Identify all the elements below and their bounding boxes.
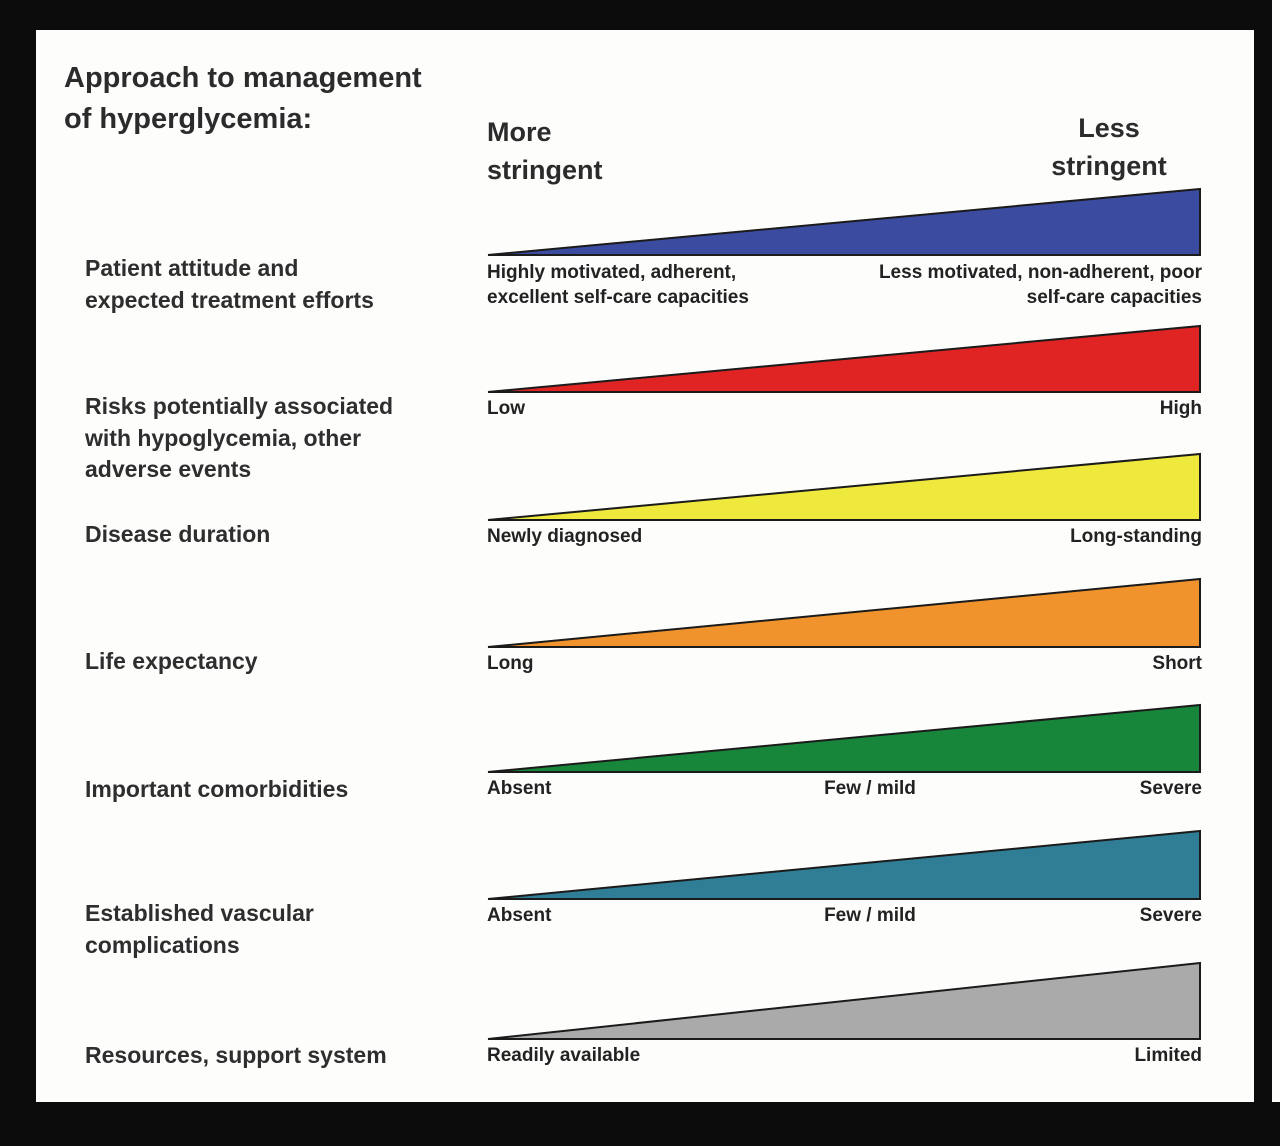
factor-label: Important comorbidities — [85, 776, 349, 802]
scale-mid-text: Few / mild — [824, 778, 916, 799]
factor-label: Patient attitude and expected treatment … — [85, 255, 374, 313]
vascular-complications-triangle — [487, 829, 1201, 900]
life-expectancy-triangle — [487, 577, 1201, 648]
frame-right-edge — [1254, 0, 1272, 1146]
scale-left-text: Long — [487, 653, 534, 674]
scale-left-text: Absent — [487, 778, 552, 799]
less-stringent-label: Less stringent — [1051, 113, 1167, 182]
frame-bottom-edge — [0, 1102, 1280, 1146]
resources-triangle — [487, 961, 1201, 1040]
more-stringent-label: More stringent — [487, 117, 603, 186]
scale-left-text: Newly diagnosed — [487, 526, 643, 547]
factor-label: Established vascular complications — [85, 900, 314, 958]
scale-left-text: Readily available — [487, 1045, 641, 1066]
scale-right-text: Long-standing — [1070, 526, 1202, 547]
frame-left-edge — [0, 0, 36, 1146]
factor-label: Risks potentially associated with hypogl… — [85, 393, 394, 483]
scale-mid-text: Few / mild — [824, 905, 916, 926]
scale-left-text: Absent — [487, 905, 552, 926]
patient-attitude-triangle — [487, 187, 1201, 256]
factor-label: Resources, support system — [85, 1042, 387, 1068]
comorbidities-triangle — [487, 703, 1201, 773]
risks-triangle — [487, 324, 1201, 393]
scale-right-text: Short — [1152, 653, 1202, 674]
scale-right-text: High — [1159, 398, 1202, 419]
scale-right-text: Less motivated, non-adherent, poor self-… — [878, 262, 1202, 309]
scale-left-text: Low — [487, 398, 525, 419]
factor-label: Disease duration — [85, 521, 271, 547]
factor-label: Life expectancy — [85, 648, 258, 674]
scale-right-text: Severe — [1139, 778, 1202, 799]
scale-right-text: Severe — [1139, 905, 1202, 926]
scale-right-text: Limited — [1134, 1045, 1202, 1066]
frame-top-edge — [0, 0, 1272, 30]
figure-title: Approach to management of hyperglycemia: — [64, 62, 422, 136]
scale-left-text: Highly motivated, adherent, excellent se… — [487, 262, 749, 309]
disease-duration-triangle — [487, 452, 1201, 521]
